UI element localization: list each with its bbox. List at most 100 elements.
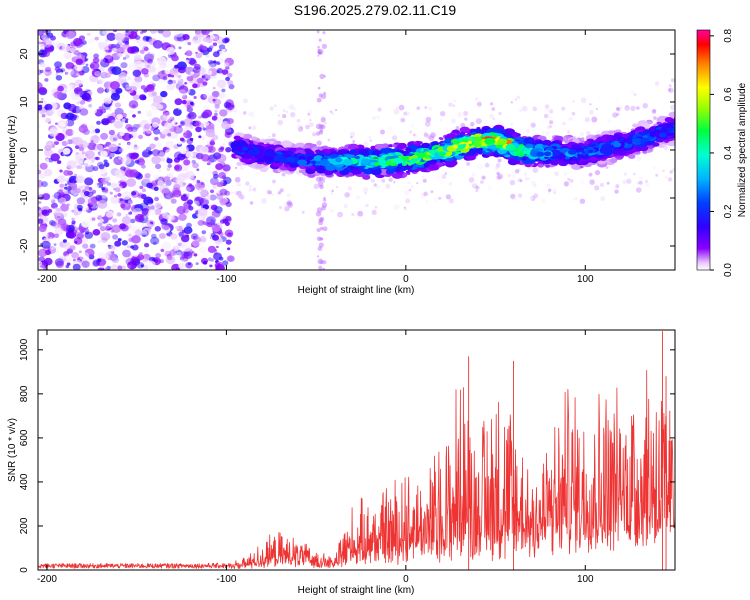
noise-blob <box>74 79 83 87</box>
noise-blob <box>44 148 54 157</box>
halo-blob <box>464 117 468 121</box>
noise-blob <box>62 212 68 217</box>
noise-blob <box>119 181 127 189</box>
noise-blob <box>181 94 188 100</box>
halo-blob <box>273 104 277 108</box>
noise-blob <box>205 129 216 138</box>
noise-blob <box>190 71 195 75</box>
noise-blob <box>206 70 213 76</box>
noise-blob <box>152 40 163 49</box>
noise-blob <box>138 134 143 140</box>
noise-blob <box>164 188 170 194</box>
halo-blob <box>238 196 241 199</box>
noise-blob <box>177 153 186 161</box>
halo-blob <box>507 173 512 178</box>
noise-blob <box>143 46 149 52</box>
noise-blob <box>85 52 94 60</box>
noise-blob <box>101 188 109 194</box>
noise-blob <box>110 92 120 101</box>
noise-blob <box>109 166 120 176</box>
halo-blob <box>635 187 642 193</box>
noise-blob <box>101 237 108 243</box>
noise-blob <box>159 195 163 198</box>
ridge-blob <box>581 152 587 156</box>
noise-blob <box>100 70 111 79</box>
noise-blob <box>76 101 80 105</box>
noise-blob <box>139 94 147 101</box>
halo-blob <box>331 192 333 195</box>
noise-blob <box>96 87 105 94</box>
streak-blob <box>316 97 322 103</box>
noise-blob <box>192 35 202 44</box>
noise-blob <box>159 62 167 69</box>
noise-blob <box>66 160 77 169</box>
noise-blob <box>78 105 85 111</box>
noise-blob <box>141 164 146 169</box>
noise-blob <box>142 258 148 263</box>
noise-blob <box>144 123 151 130</box>
halo-blob <box>453 99 457 103</box>
noise-blob <box>94 128 101 134</box>
halo-blob <box>440 111 446 117</box>
noise-blob <box>57 122 66 130</box>
halo-blob <box>626 178 632 184</box>
halo-blob <box>522 167 525 170</box>
streak-blob <box>318 265 323 270</box>
noise-blob <box>118 71 127 80</box>
halo-blob <box>595 108 598 110</box>
noise-blob <box>147 99 153 104</box>
halo-blob <box>376 115 380 120</box>
noise-blob <box>101 102 111 110</box>
halo-blob <box>251 115 254 118</box>
halo-blob <box>549 120 554 125</box>
noise-blob <box>212 51 220 58</box>
noise-blob <box>54 140 59 145</box>
noise-blob <box>100 232 111 241</box>
halo-blob <box>526 128 530 133</box>
noise-blob <box>201 230 207 235</box>
noise-blob <box>188 183 193 187</box>
halo-blob <box>341 128 348 135</box>
halo-blob <box>619 114 622 117</box>
noise-blob <box>104 267 109 270</box>
noise-blob <box>100 58 106 63</box>
ridge-blob <box>537 163 544 168</box>
halo-blob <box>670 78 675 83</box>
noise-blob <box>191 159 196 164</box>
noise-blob <box>202 127 207 131</box>
noise-blob <box>206 216 216 225</box>
noise-blob <box>63 51 72 59</box>
noise-blob <box>59 169 63 173</box>
noise-blob <box>178 213 187 221</box>
noise-blob <box>192 120 196 124</box>
noise-blob <box>141 151 150 158</box>
noise-blob <box>113 120 124 129</box>
streak-blob <box>318 177 324 182</box>
noise-blob <box>140 31 144 35</box>
halo-blob <box>514 98 517 101</box>
noise-blob <box>78 250 82 254</box>
noise-blob <box>133 145 140 151</box>
noise-blob <box>185 70 193 77</box>
halo-blob <box>286 193 291 198</box>
noise-blob <box>79 108 89 116</box>
noise-blob <box>191 251 195 254</box>
halo-blob <box>515 197 519 201</box>
noise-blob <box>97 78 104 85</box>
halo-blob <box>528 195 533 201</box>
noise-blob <box>198 115 202 119</box>
noise-blob <box>38 179 44 188</box>
noise-blob <box>105 176 111 182</box>
halo-blob <box>616 107 621 112</box>
streak-blob <box>317 181 324 187</box>
noise-blob <box>175 225 180 230</box>
noise-blob <box>197 220 205 226</box>
halo-blob <box>243 98 248 104</box>
noise-blob <box>134 75 143 83</box>
noise-blob <box>182 34 190 41</box>
noise-blob <box>212 98 216 102</box>
noise-blob <box>149 117 153 121</box>
noise-blob <box>172 181 183 190</box>
halo-blob <box>497 158 502 163</box>
noise-blob <box>154 196 160 202</box>
